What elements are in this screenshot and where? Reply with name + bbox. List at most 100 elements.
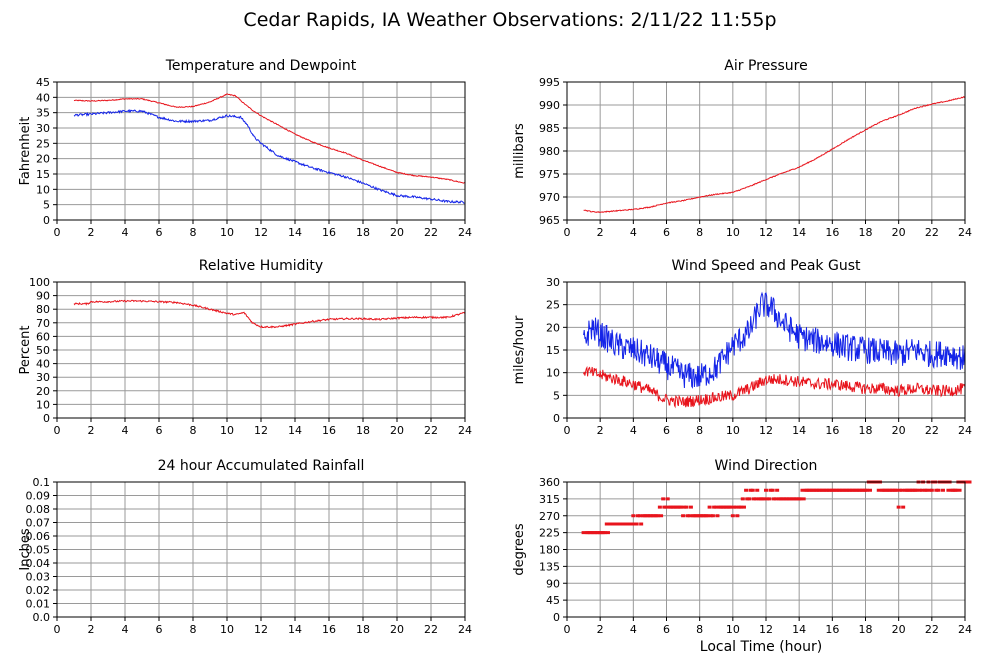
x-tick-label: 10 xyxy=(220,424,234,437)
x-tick-label: 20 xyxy=(390,226,404,239)
y-tick-label: 0.01 xyxy=(26,598,51,611)
x-tick-label: 0 xyxy=(54,226,61,239)
data-point xyxy=(724,505,729,509)
data-point xyxy=(700,514,705,518)
data-point xyxy=(734,505,739,509)
data-point xyxy=(748,488,753,492)
series-line-wind-1 xyxy=(583,365,966,409)
x-tick-label: 6 xyxy=(663,226,670,239)
data-point xyxy=(856,488,861,492)
data-point xyxy=(710,514,715,518)
data-point xyxy=(901,505,906,509)
x-tick-label: 14 xyxy=(792,424,806,437)
data-point xyxy=(681,514,686,518)
x-tick-label: 4 xyxy=(630,623,637,636)
data-point xyxy=(614,522,619,526)
data-point xyxy=(654,514,659,518)
data-point xyxy=(890,488,895,492)
x-tick-label: 2 xyxy=(88,623,95,636)
series-line-wind-0 xyxy=(583,291,966,389)
y-tick-label: 0.02 xyxy=(26,584,51,597)
data-point xyxy=(697,514,702,518)
x-tick-label: 8 xyxy=(190,226,197,239)
y-tick-label: 0 xyxy=(43,214,50,227)
x-tick-label: 12 xyxy=(759,623,773,636)
x-tick-label: 12 xyxy=(759,226,773,239)
data-point xyxy=(750,488,755,492)
data-point xyxy=(744,488,749,492)
data-point xyxy=(843,488,848,492)
data-point xyxy=(720,505,725,509)
x-tick-label: 16 xyxy=(322,623,336,636)
data-point xyxy=(745,497,750,501)
y-tick-label: 15 xyxy=(36,168,50,181)
data-point xyxy=(868,488,872,492)
y-tick-label: 20 xyxy=(36,153,50,166)
x-tick-label: 22 xyxy=(925,424,939,437)
x-tick-label: 0 xyxy=(54,424,61,437)
data-point xyxy=(800,488,805,492)
x-tick-label: 6 xyxy=(663,424,670,437)
y-tick-label: 5 xyxy=(43,199,50,212)
data-point xyxy=(770,488,775,492)
data-point xyxy=(647,514,652,518)
x-tick-label: 22 xyxy=(925,226,939,239)
x-tick-label: 18 xyxy=(859,623,873,636)
data-point xyxy=(893,488,898,492)
data-point xyxy=(712,505,717,509)
y-axis-label: miles/hour xyxy=(512,315,527,384)
data-point xyxy=(664,505,669,509)
x-tick-label: 14 xyxy=(288,623,302,636)
x-tick-label: 0 xyxy=(564,623,571,636)
x-tick-label: 6 xyxy=(156,623,163,636)
data-point xyxy=(764,488,768,492)
x-tick-label: 10 xyxy=(220,226,234,239)
data-point xyxy=(780,497,785,501)
data-point xyxy=(637,514,642,518)
data-point xyxy=(688,505,693,509)
data-point xyxy=(903,488,908,492)
data-point xyxy=(940,488,945,492)
x-tick-label: 4 xyxy=(122,424,129,437)
x-tick-label: 8 xyxy=(696,623,703,636)
data-point xyxy=(588,531,593,535)
y-tick-label: 0 xyxy=(43,412,50,425)
data-point xyxy=(618,522,623,526)
y-tick-label: 995 xyxy=(539,76,560,89)
data-point xyxy=(936,488,941,492)
data-point xyxy=(827,488,832,492)
y-tick-label: 975 xyxy=(539,168,560,181)
chart-panels: 0 2 4 6 8 10 12 14 16 18 20 22 24051015202530354045T… xyxy=(18,58,972,636)
data-point xyxy=(793,497,798,501)
panel-title: 24 hour Accumulated Rainfall xyxy=(158,458,365,474)
x-tick-label: 18 xyxy=(356,226,370,239)
x-tick-label: 4 xyxy=(122,623,129,636)
y-tick-label: 25 xyxy=(36,137,50,150)
panel-title: Relative Humidity xyxy=(199,258,323,274)
data-point xyxy=(830,488,835,492)
y-tick-label: 30 xyxy=(36,122,50,135)
data-point xyxy=(727,505,732,509)
data-point xyxy=(913,488,918,492)
panel-temp: 0 2 4 6 8 10 12 14 16 18 20 22 24051015202530354045T… xyxy=(18,58,472,239)
y-tick-label: 965 xyxy=(539,214,560,227)
data-point xyxy=(621,522,626,526)
y-tick-label: 100 xyxy=(29,276,50,289)
y-tick-label: 10 xyxy=(36,398,50,411)
x-tick-label: 24 xyxy=(958,226,972,239)
data-point xyxy=(853,488,858,492)
data-point xyxy=(917,488,922,492)
x-tick-label: 8 xyxy=(696,424,703,437)
y-tick-label: 0.1 xyxy=(33,476,51,489)
data-point xyxy=(923,488,928,492)
series-line-pressure-0 xyxy=(583,96,966,213)
data-point xyxy=(909,488,914,492)
data-point xyxy=(634,522,639,526)
x-tick-label: 14 xyxy=(288,424,302,437)
data-point xyxy=(883,488,888,492)
data-point xyxy=(807,488,812,492)
y-tick-label: 180 xyxy=(539,544,560,557)
data-point xyxy=(631,514,636,518)
x-tick-label: 0 xyxy=(564,226,571,239)
panel-title: Temperature and Dewpoint xyxy=(165,58,357,74)
